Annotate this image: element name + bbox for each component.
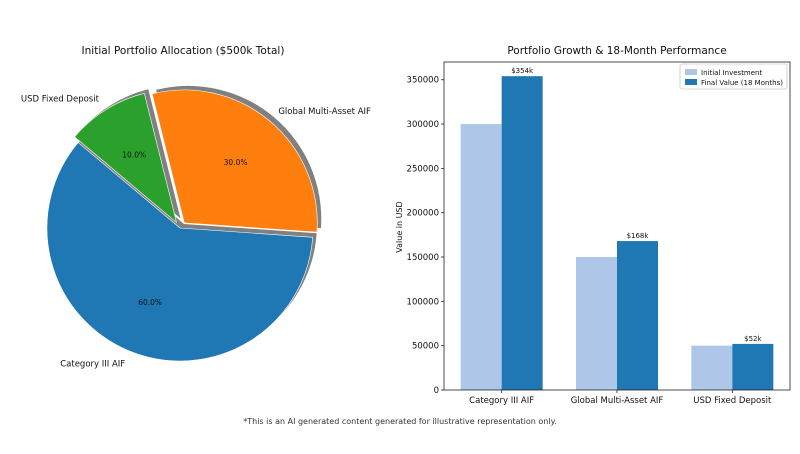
plot-frame (443, 61, 791, 391)
y-axis-label: Value in USD (395, 201, 404, 252)
legend-swatch-initial-investment (685, 69, 697, 75)
y-tick-label: 200000 (407, 209, 439, 219)
pie-slice-usd-fixed-deposit (74, 92, 177, 224)
footnote: *This is an AI generated content generat… (243, 417, 557, 426)
pie-chart: Initial Portfolio Allocation ($500k Tota… (21, 45, 371, 370)
pie-pct-label-category-iii-aif: 60.0% (138, 298, 162, 307)
bar-data-label-global-multi-asset-aif: $168k (627, 232, 650, 240)
bar-chart-title: Portfolio Growth & 18-Month Performance (507, 45, 726, 57)
bar-initial-investment-usd-fixed-deposit (691, 345, 733, 390)
bar-initial-investment-category-iii-aif (460, 124, 502, 391)
y-tick-label: 100000 (407, 297, 439, 307)
pie-label-usd-fixed-deposit: USD Fixed Deposit (21, 94, 100, 104)
y-tick-label: 350000 (407, 76, 439, 86)
pie-slice-category-iii-aif (46, 142, 313, 362)
legend-box (679, 63, 788, 90)
pie-pct-label-global-multi-asset-aif: 30.0% (224, 158, 248, 167)
bar-final-value-18-months-category-iii-aif (501, 76, 543, 391)
pie-pct-label-usd-fixed-deposit: 10.0% (122, 151, 146, 160)
bar-initial-investment-global-multi-asset-aif (576, 257, 617, 390)
pie-slice-global-multi-asset-aif (151, 89, 318, 233)
bar-final-value-18-months-global-multi-asset-aif (617, 241, 658, 390)
y-tick-label: 0 (434, 386, 439, 396)
y-tick-label: 50000 (412, 342, 439, 352)
x-tick-label-category-iii-aif: Category III AIF (469, 396, 534, 406)
pie-label-category-iii-aif: Category III AIF (60, 360, 125, 370)
y-tick-label: 300000 (407, 120, 439, 130)
legend-label-initial-investment: Initial Investment (701, 69, 762, 77)
pie-label-layer: 60.0% Category III AIF 30.0% Global Multi-A… (21, 94, 371, 369)
pie-slice-layer (46, 89, 318, 362)
bar-axes: Category III AIF Global Multi-Asset AIF US… (407, 61, 791, 406)
bar-layer: $354k $168k $52k (460, 67, 774, 391)
bar-data-label-category-iii-aif: $354k (511, 67, 534, 75)
y-tick-label: 250000 (407, 164, 439, 174)
legend-swatch-final-value-18-months (685, 79, 697, 85)
legend: Initial Investment Final Value (18 Months… (679, 63, 788, 90)
x-tick-label-global-multi-asset-aif: Global Multi-Asset AIF (571, 396, 664, 406)
legend-label-final-value-18-months: Final Value (18 Months) (701, 79, 783, 87)
y-tick-label: 150000 (407, 253, 439, 263)
bar-final-value-18-months-usd-fixed-deposit (732, 343, 774, 390)
x-tick-label-usd-fixed-deposit: USD Fixed Deposit (693, 396, 772, 406)
bar-data-label-usd-fixed-deposit: $52k (744, 335, 762, 343)
bar-chart: Portfolio Growth & 18-Month Performance … (395, 45, 791, 406)
pie-chart-title: Initial Portfolio Allocation ($500k Tota… (82, 45, 285, 57)
pie-label-global-multi-asset-aif: Global Multi-Asset AIF (278, 107, 371, 117)
